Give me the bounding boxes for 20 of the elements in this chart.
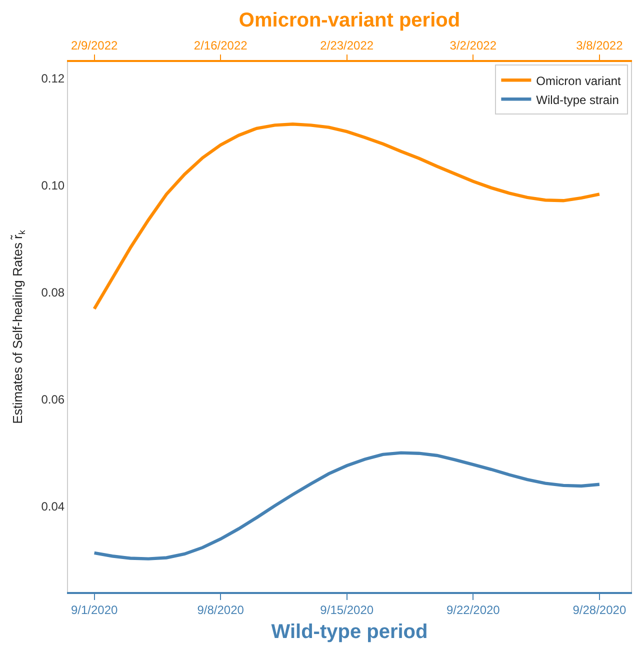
x-tick-label: 9/28/2020 [572,603,626,618]
y-tick-label: 0.10 [41,178,65,192]
x2-tick-label: 3/8/2022 [576,38,624,52]
x2-axis-title: Omicron-variant period [238,9,460,32]
line-series [92,451,602,560]
x-tick-label: 9/22/2020 [446,603,500,618]
y-tick-label: 0.04 [41,500,65,514]
x2-tick-label: 2/16/2022 [194,38,248,52]
x-tick-label: 9/1/2020 [70,603,118,618]
legend-label: Wild-type strain [536,92,619,107]
x2-tick-label: 3/2/2022 [450,38,497,52]
legend-label: Omicron variant [536,74,622,88]
y-tick-label: 0.12 [41,71,65,86]
x-tick-label: 9/8/2020 [197,603,244,618]
x-axis-title: Wild-type period [271,621,428,644]
x2-tick-label: 2/9/2022 [70,38,118,52]
x2-tick-label: 2/23/2022 [320,38,374,52]
y-tick-label: 0.08 [41,285,65,300]
y-tick-label: 0.06 [41,392,65,406]
x-tick-label: 9/15/2020 [320,603,374,618]
